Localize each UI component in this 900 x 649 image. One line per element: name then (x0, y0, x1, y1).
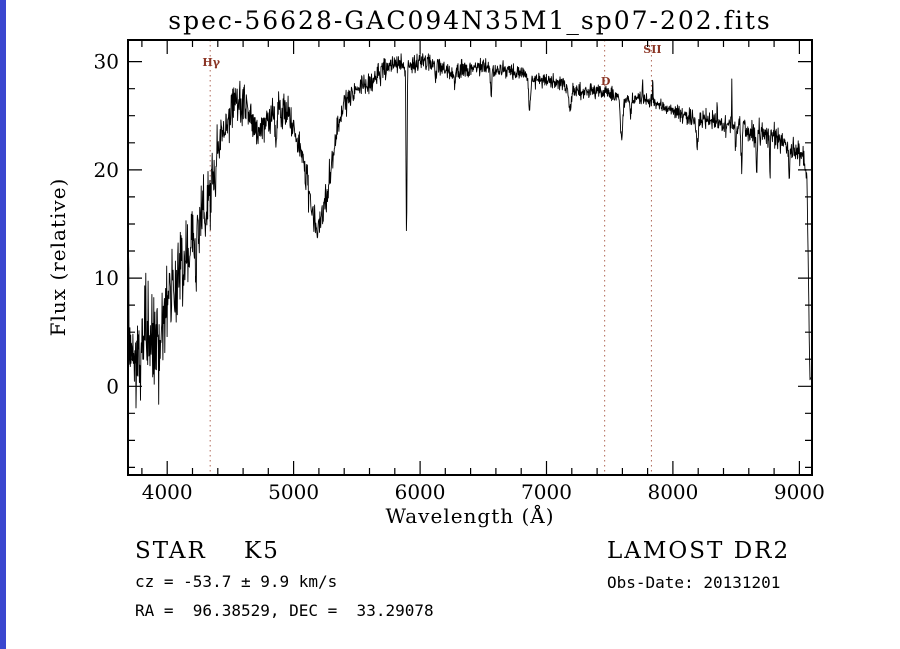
spectrum-trace (128, 53, 812, 409)
svg-text:0: 0 (106, 374, 119, 398)
svg-text:Hγ: Hγ (202, 56, 220, 69)
svg-text:10: 10 (94, 266, 119, 290)
svg-text:6000: 6000 (395, 480, 446, 504)
plot-title: spec-56628-GAC094N35M1_sp07-202.fits (168, 6, 772, 35)
obs-date-text: Obs-Date: 20131201 (607, 573, 781, 592)
tick-labels: 4000 5000 6000 7000 8000 9000 0 10 20 30 (94, 50, 825, 504)
svg-text:30: 30 (94, 50, 119, 74)
line-markers: Hγ D SII (202, 40, 662, 475)
spectrum-plot: Hγ D SII 4000 5000 6000 7000 8000 9000 0 10 20 30 (94, 39, 825, 504)
left-edge-strip (0, 0, 6, 649)
svg-text:5000: 5000 (268, 480, 319, 504)
svg-text:8000: 8000 (647, 480, 698, 504)
classification-text: STAR K5 (135, 538, 280, 564)
ra-dec-text: RA = 96.38529, DEC = 33.29078 (135, 601, 434, 620)
svg-text:20: 20 (94, 158, 119, 182)
svg-text:D: D (601, 75, 611, 88)
svg-text:4000: 4000 (142, 480, 193, 504)
survey-text: LAMOST DR2 (607, 538, 791, 564)
svg-text:9000: 9000 (774, 480, 825, 504)
cz-text: cz = -53.7 ± 9.9 km/s (135, 572, 338, 591)
svg-text:SII: SII (643, 43, 661, 56)
svg-text:7000: 7000 (521, 480, 572, 504)
x-axis-label: Wavelength (Å) (385, 504, 555, 528)
axis-ticks (127, 39, 813, 476)
